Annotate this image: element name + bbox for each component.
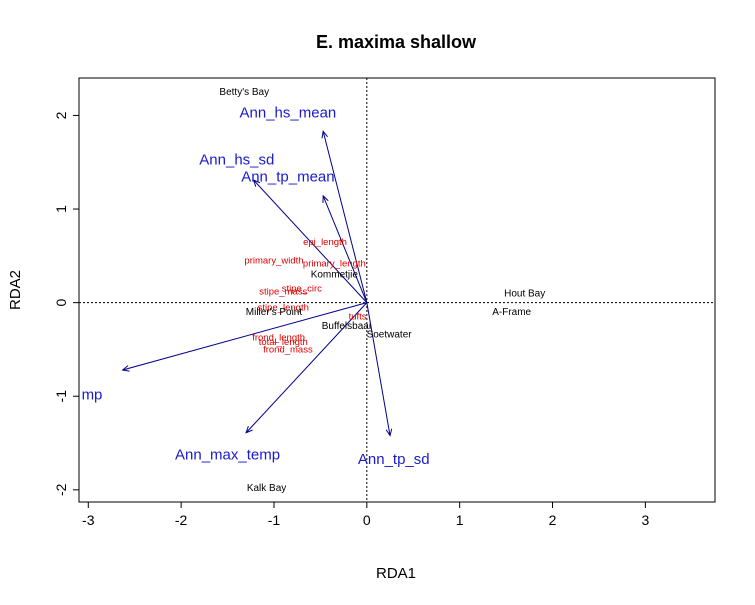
arrowhead-icon (322, 194, 329, 203)
x-tick-label: 3 (641, 512, 649, 528)
y-tick-label: -1 (53, 390, 69, 403)
x-tick-label: -3 (82, 512, 95, 528)
env-vector-ann-tp-sd (366, 302, 391, 436)
species-label: epi_length (303, 237, 347, 248)
env-label: Ann_tp_mean (241, 168, 334, 185)
site-label: Buffelsbaai (322, 321, 371, 332)
env-vector-ann-hs-mean (322, 131, 368, 303)
species-label: tufts (349, 312, 367, 323)
x-axis-title: RDA1 (376, 565, 416, 582)
env-vector-ann-mean-temp (122, 302, 367, 371)
y-axis-title: RDA2 (7, 270, 24, 310)
y-tick-label: 1 (53, 205, 69, 213)
x-tick-label: 0 (363, 512, 371, 528)
env-vector-ann-hs-sd (253, 179, 368, 303)
chart-title: E. maxima shallow (316, 32, 477, 52)
arrowhead-icon (121, 365, 130, 372)
env-vector-ann-max-temp (245, 302, 368, 434)
species-label: stipe_mass (259, 286, 307, 297)
y-tick-label: -2 (53, 483, 69, 496)
arrowhead-icon (385, 428, 393, 437)
env-label: Ann_max_temp (175, 446, 280, 463)
x-tick-label: 1 (456, 512, 464, 528)
species-label: primary_width (244, 256, 303, 267)
species-label: frond_length (252, 332, 305, 343)
x-tick-label: -1 (268, 512, 281, 528)
site-label: A-Frame (492, 307, 531, 318)
site-label: Miller's Point (246, 307, 303, 318)
species-label: primary_length (303, 258, 366, 269)
site-label: Hout Bay (504, 288, 545, 299)
plot-frame (78, 77, 716, 503)
env-vector-ann-tp-mean (322, 195, 368, 303)
arrowhead-icon (321, 130, 328, 139)
env-label: mp (82, 386, 103, 403)
species-label: stipe_length (258, 302, 309, 313)
arrowhead-icon (245, 425, 253, 434)
arrowhead-icon (252, 179, 261, 187)
x-tick-label: -2 (175, 512, 188, 528)
site-label: Betty's Bay (219, 87, 269, 98)
species-label: total_length (259, 337, 308, 348)
site-label: Kommetjie (311, 270, 359, 281)
site-label: Kalk Bay (247, 483, 286, 494)
env-label: Ann_hs_mean (240, 105, 337, 122)
species-label: stipe_circ (282, 284, 322, 295)
species-label: frond_mass (263, 344, 313, 355)
y-tick-label: 0 (53, 299, 69, 307)
env-label: Ann_tp_sd (358, 451, 430, 468)
site-label: Soetwater (367, 329, 413, 340)
x-tick-label: 2 (549, 512, 557, 528)
y-tick-label: 2 (53, 111, 69, 119)
env-label: Ann_hs_sd (199, 151, 274, 168)
